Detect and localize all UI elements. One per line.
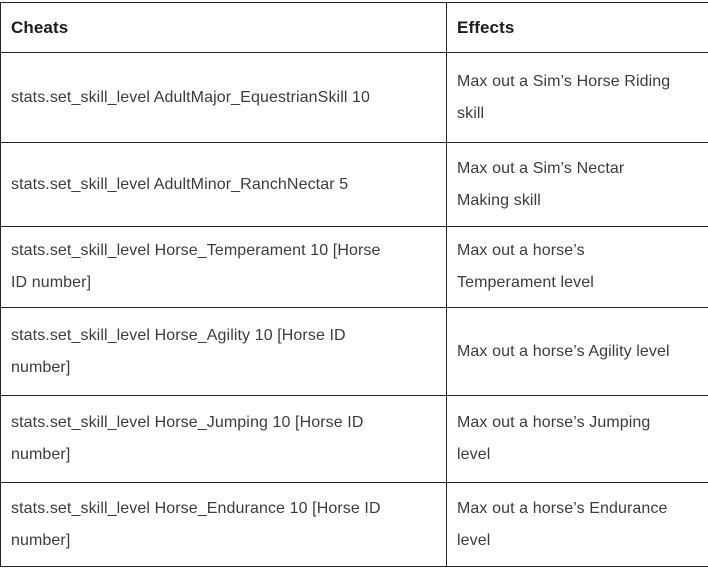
cheat-cell: stats.set_skill_level Horse_Jumping 10 [… xyxy=(0,395,447,483)
column-header-cheats: Cheats xyxy=(0,2,447,53)
effect-cell: Max out a horse’s Agility level xyxy=(446,307,708,396)
table-row: stats.set_skill_level AdultMajor_Equestr… xyxy=(0,52,708,143)
table-row: stats.set_skill_level AdultMinor_RanchNe… xyxy=(0,142,708,227)
cheat-cell: stats.set_skill_level Horse_Agility 10 [… xyxy=(0,307,447,396)
table-row: stats.set_skill_level Horse_Temperament … xyxy=(0,226,708,308)
table-row: stats.set_skill_level Horse_Endurance 10… xyxy=(0,482,708,567)
column-header-effects: Effects xyxy=(446,2,708,53)
header-row: Cheats Effects xyxy=(0,2,708,53)
effect-cell: Max out a horse’s Temperament level xyxy=(446,226,708,308)
cheat-cell: stats.set_skill_level Horse_Temperament … xyxy=(0,226,447,308)
effect-cell: Max out a Sim’s Horse Riding skill xyxy=(446,52,708,143)
table-row: stats.set_skill_level Horse_Jumping 10 [… xyxy=(0,395,708,483)
effect-cell: Max out a Sim’s Nectar Making skill xyxy=(446,142,708,227)
effect-cell: Max out a horse’s Jumping level xyxy=(446,395,708,483)
table-row: stats.set_skill_level Horse_Agility 10 [… xyxy=(0,307,708,396)
cheat-cell: stats.set_skill_level AdultMajor_Equestr… xyxy=(0,52,447,143)
effect-cell: Max out a horse’s Endurance level xyxy=(446,482,708,567)
cheat-cell: stats.set_skill_level Horse_Endurance 10… xyxy=(0,482,447,567)
cheat-cell: stats.set_skill_level AdultMinor_RanchNe… xyxy=(0,142,447,227)
